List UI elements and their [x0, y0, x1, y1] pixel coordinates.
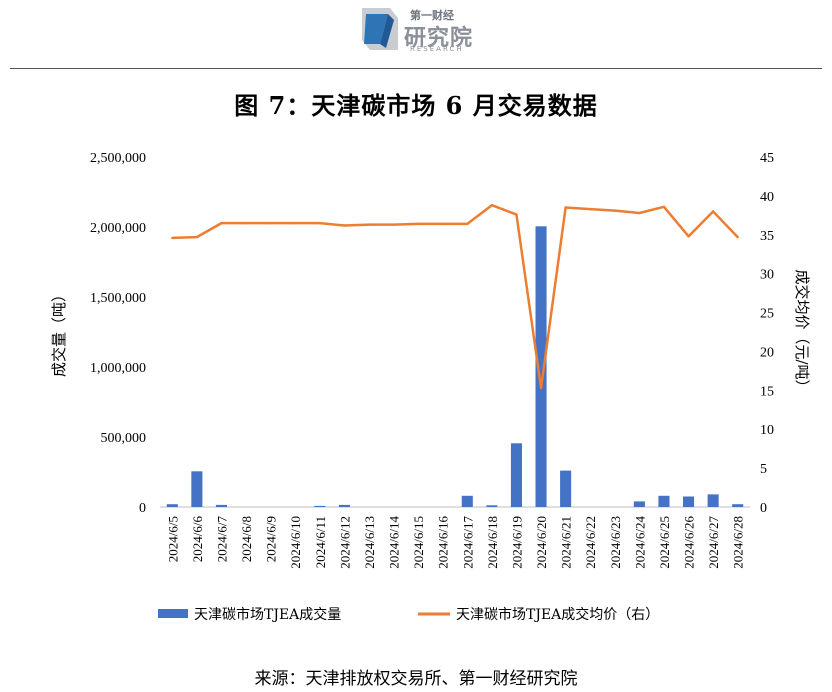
- x-tick-label: 2024/6/14: [387, 516, 402, 569]
- x-tick-label: 2024/6/25: [657, 516, 672, 569]
- line-point: [662, 205, 666, 208]
- line-point: [687, 235, 690, 238]
- line-point: [195, 235, 199, 239]
- logo-mark-icon: [362, 8, 398, 50]
- y-right-axis-label: 成交均价（元/吨）: [793, 269, 811, 394]
- bar: [510, 443, 522, 507]
- line-point: [392, 223, 395, 226]
- y-left-tick-label: 1,000,000: [90, 361, 146, 376]
- x-tick-label: 2024/6/21: [559, 516, 574, 569]
- x-tick-label: 2024/6/15: [411, 516, 426, 569]
- line-point: [736, 235, 739, 239]
- y-left-axis-label: 成交量（吨）: [50, 287, 68, 377]
- line-point: [613, 209, 616, 212]
- x-tick-label: 2024/6/11: [313, 516, 328, 568]
- x-tick-label: 2024/6/28: [731, 516, 746, 569]
- x-tick-label: 2024/6/8: [239, 516, 254, 562]
- x-tick-label: 2024/6/13: [362, 516, 377, 569]
- line-point: [441, 222, 444, 226]
- bar: [338, 504, 350, 507]
- line-point: [294, 221, 297, 225]
- x-tick-label: 2024/6/23: [608, 516, 623, 569]
- legend-bar-label: 天津碳市场TJEA成交量: [194, 606, 341, 623]
- y-right-tick-label: 25: [760, 307, 774, 322]
- source-note: 来源：天津排放权交易所、第一财经研究院: [254, 669, 578, 689]
- y-right-tick-label: 20: [760, 345, 774, 360]
- x-tick-label: 2024/6/9: [264, 516, 279, 562]
- y-left-tick-label: 500,000: [101, 431, 147, 446]
- line-point: [539, 386, 543, 390]
- x-tick-label: 2024/6/5: [165, 516, 180, 562]
- line-point: [564, 206, 567, 209]
- line-point: [343, 224, 346, 227]
- x-tick-label: 2024/6/19: [509, 516, 524, 569]
- bar: [215, 504, 227, 507]
- y-right-tick-label: 5: [760, 462, 767, 477]
- bar: [633, 501, 645, 507]
- bar: [560, 470, 572, 507]
- bar: [461, 495, 473, 507]
- x-tick-label: 2024/6/6: [190, 516, 205, 563]
- x-tick-label: 2024/6/24: [632, 516, 647, 569]
- line-point: [515, 213, 518, 216]
- y-right-tick-label: 35: [760, 229, 774, 244]
- x-tick-label: 2024/6/10: [288, 516, 303, 569]
- line-point: [171, 236, 174, 240]
- bar: [707, 494, 719, 507]
- x-tick-label: 2024/6/12: [337, 516, 352, 569]
- price-series-line: [172, 203, 739, 390]
- x-tick-label: 2024/6/16: [436, 516, 451, 569]
- logo-line1: 第一财经: [410, 9, 454, 22]
- y-left-tick-label: 2,500,000: [90, 151, 146, 166]
- line-point: [466, 222, 469, 226]
- x-tick-label: 2024/6/27: [706, 516, 721, 569]
- line-point: [638, 211, 641, 215]
- bar: [658, 495, 670, 507]
- line-point: [269, 221, 272, 225]
- legend-bar-swatch: [158, 609, 188, 618]
- x-tick-label: 2024/6/18: [485, 516, 500, 569]
- legend-line-label: 天津碳市场TJEA成交均价（右）: [456, 606, 659, 623]
- y-right-tick-label: 15: [760, 384, 774, 399]
- x-tick-label: 2024/6/22: [583, 516, 598, 569]
- y-right-tick-label: 0: [760, 501, 767, 516]
- line-point: [416, 222, 420, 226]
- logo-line2: 研究院: [404, 26, 474, 51]
- bar: [535, 226, 547, 508]
- bar: [732, 504, 744, 507]
- bar: [486, 505, 498, 507]
- y-left-tick-label: 0: [139, 501, 146, 516]
- line-point: [318, 221, 321, 225]
- brand-logo: 第一财经 研究院 RESEARCH: [358, 4, 478, 54]
- x-tick-label: 2024/6/17: [460, 516, 475, 569]
- line-point: [244, 221, 248, 225]
- x-tick-label: 2024/6/26: [682, 516, 697, 569]
- bar: [314, 505, 326, 507]
- x-tick-label: 2024/6/7: [214, 516, 229, 563]
- figure-title: 图 7：天津碳市场 6 月交易数据: [234, 91, 598, 120]
- y-right-tick-label: 30: [760, 268, 774, 283]
- line-point: [220, 221, 223, 225]
- line-point: [490, 204, 494, 207]
- line-point: [589, 207, 592, 211]
- bar: [191, 471, 203, 507]
- y-left-tick-label: 2,000,000: [90, 221, 146, 236]
- y-right-tick-label: 10: [760, 423, 774, 438]
- y-right-tick-label: 45: [760, 151, 774, 166]
- bar: [683, 496, 695, 507]
- logo-line3: RESEARCH: [410, 45, 464, 53]
- bar: [166, 504, 178, 507]
- y-left-tick-label: 1,500,000: [90, 291, 146, 306]
- line-point: [711, 210, 715, 213]
- line-point: [367, 223, 371, 226]
- x-tick-label: 2024/6/20: [534, 516, 549, 569]
- y-right-tick-label: 40: [760, 190, 774, 205]
- header-divider: [10, 68, 822, 69]
